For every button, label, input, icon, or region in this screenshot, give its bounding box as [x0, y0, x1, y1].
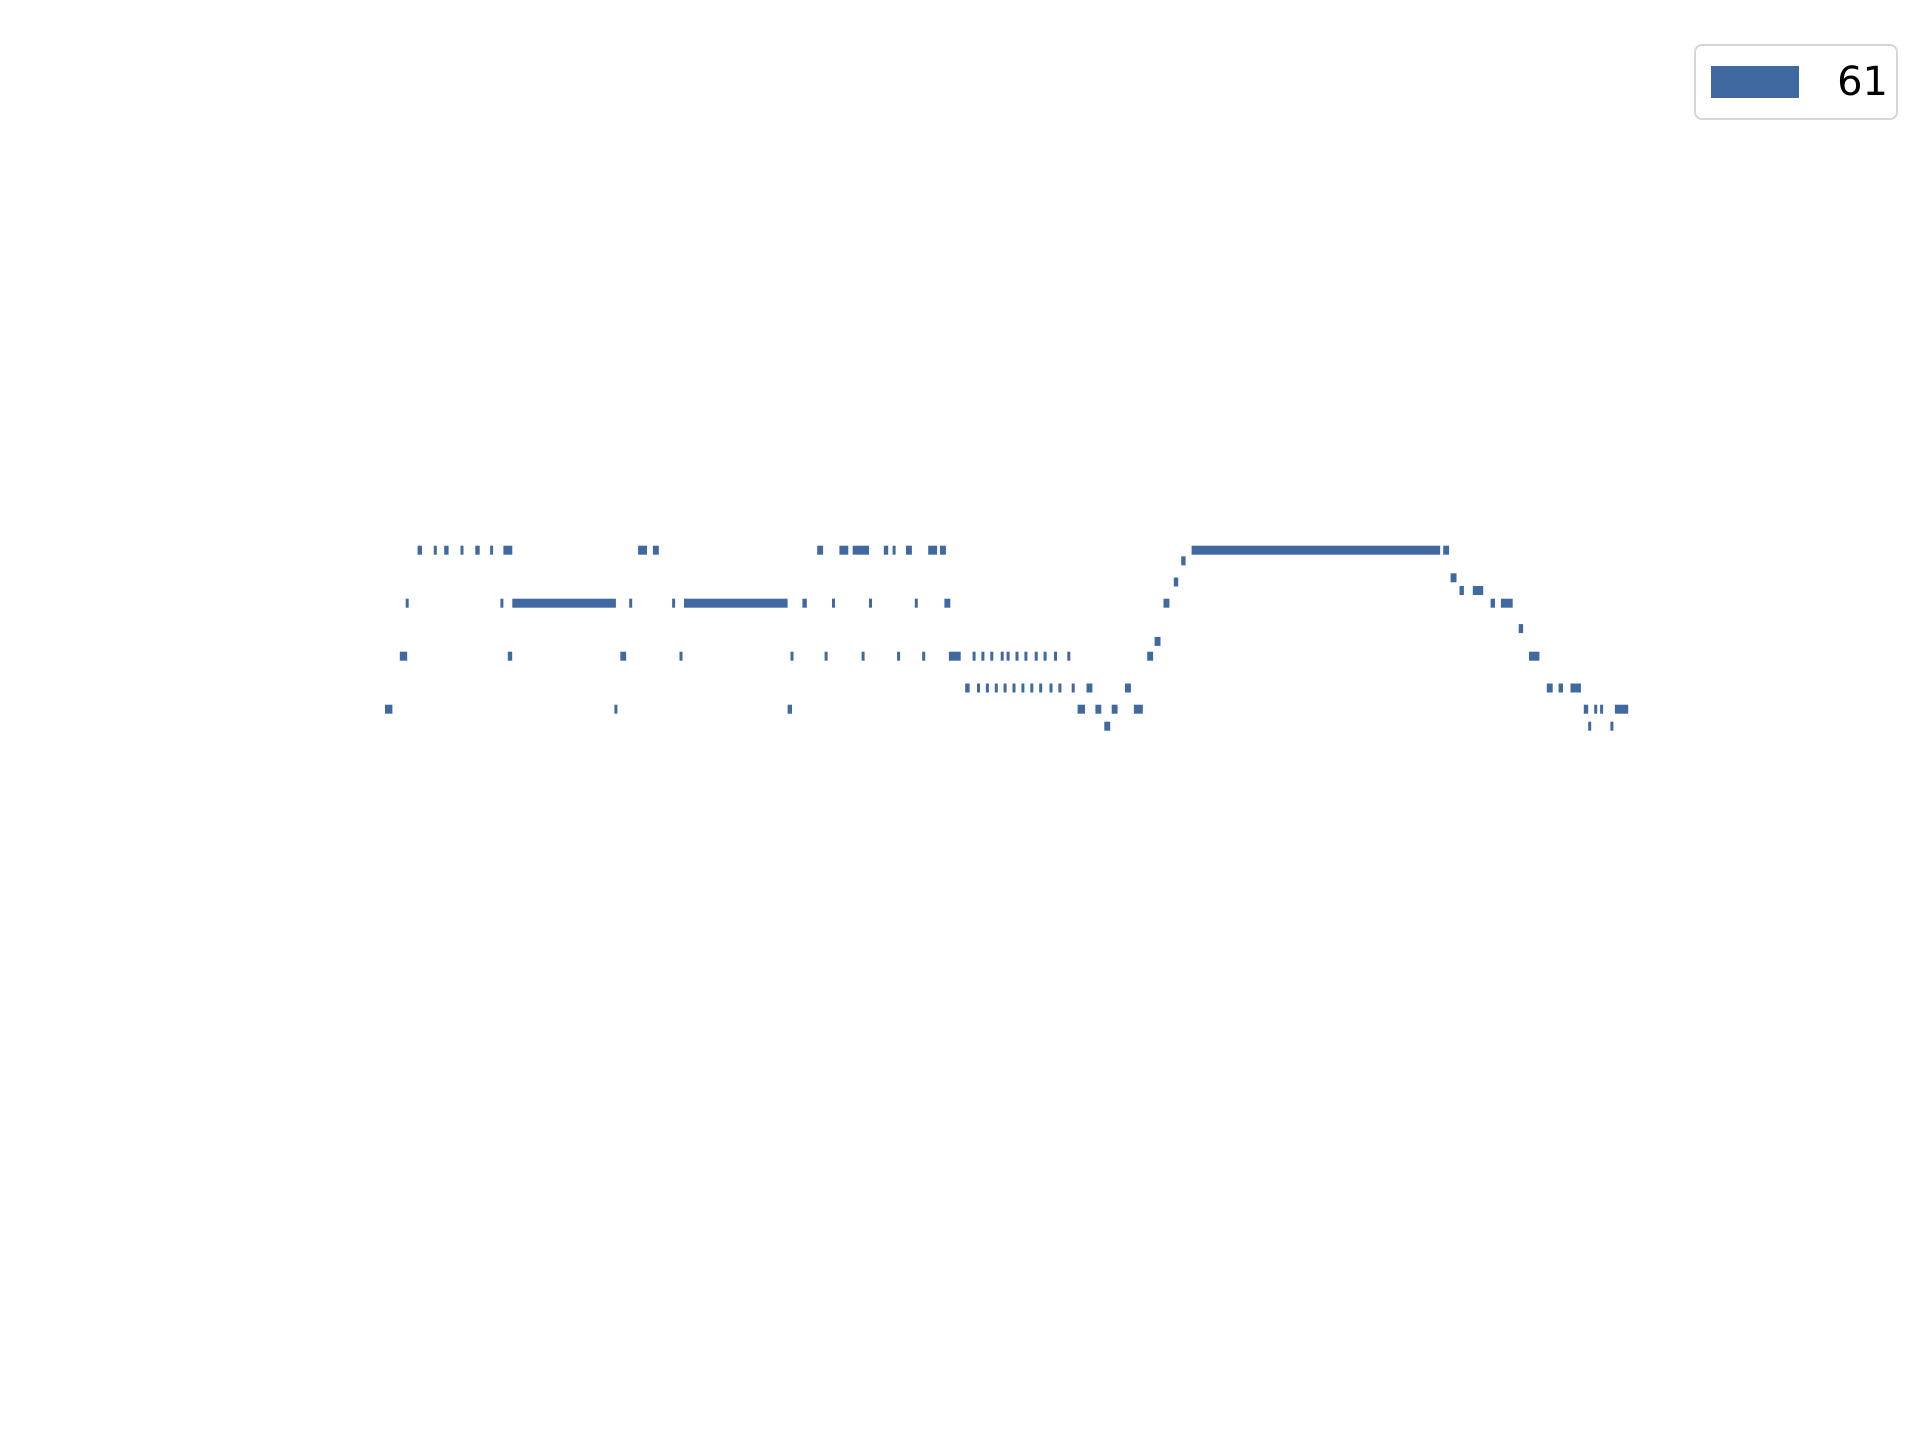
bar-segment-93	[1614, 704, 1629, 714]
bar-segment-55	[1030, 683, 1034, 693]
bar-segment-59	[1049, 683, 1053, 693]
bar-segment-57	[1039, 683, 1043, 693]
bar-segment-9	[503, 545, 513, 555]
bar-segment-73	[1163, 598, 1170, 608]
bar-segment-52	[1015, 651, 1019, 661]
bar-segment-71	[1147, 651, 1154, 661]
bar-segment-24	[817, 545, 824, 555]
bar-segment-64	[1077, 704, 1085, 714]
bar-segment-67	[1104, 721, 1111, 731]
bar-segment-50	[1006, 651, 1010, 661]
bar-segment-66	[1095, 704, 1102, 714]
bar-segment-21	[787, 704, 792, 714]
bar-segment-13	[614, 704, 618, 714]
bar-segment-44	[981, 651, 985, 661]
bar-segment-27	[839, 545, 849, 555]
bar-segment-42	[972, 651, 976, 661]
bar-segment-30	[869, 598, 872, 608]
bar-segment-75	[1181, 556, 1186, 566]
bar-segment-83	[1518, 624, 1524, 634]
bar-segment-20	[684, 598, 788, 608]
bar-segment-25	[824, 651, 828, 661]
bar-segment-70	[1133, 704, 1143, 714]
bar-segment-38	[940, 545, 946, 555]
bar-segment-76	[1191, 545, 1441, 555]
bar-segment-61	[1058, 683, 1062, 693]
bar-segment-23	[802, 598, 807, 608]
bar-segment-54	[1024, 651, 1028, 661]
bar-segment-88	[1583, 704, 1589, 714]
bar-segment-85	[1546, 683, 1553, 693]
bar-segment-0	[385, 704, 393, 714]
bar-segment-37	[928, 545, 938, 555]
bar-segment-77	[1443, 545, 1450, 555]
bar-segment-56	[1034, 651, 1038, 661]
bar-segment-4	[433, 545, 437, 555]
bar-segment-90	[1594, 704, 1598, 714]
bar-segment-92	[1610, 721, 1614, 731]
bar-segment-69	[1125, 683, 1131, 693]
bar-segment-41	[965, 683, 970, 693]
bar-segment-36	[922, 651, 926, 661]
bar-segment-10	[500, 598, 504, 608]
bar-segment-40	[948, 651, 961, 661]
bar-segment-18	[672, 598, 676, 608]
bar-segment-72	[1154, 636, 1161, 646]
bar-segment-46	[990, 651, 994, 661]
chart-marks	[385, 545, 1629, 731]
bar-segment-82	[1500, 598, 1513, 608]
bar-segment-78	[1450, 573, 1457, 583]
bar-segment-74	[1173, 577, 1179, 587]
bar-segment-22	[790, 651, 794, 661]
bar-segment-63	[1071, 683, 1075, 693]
bar-segment-49	[1003, 683, 1007, 693]
legend-swatch	[1711, 66, 1799, 98]
bar-segment-80	[1472, 586, 1484, 595]
bar-segment-43	[977, 683, 980, 693]
bar-segment-79	[1459, 586, 1464, 595]
bar-segment-51	[1012, 683, 1016, 693]
bar-segment-60	[1054, 651, 1057, 661]
bar-segment-29	[861, 651, 865, 661]
bar-segment-65	[1086, 683, 1093, 693]
bar-segment-26	[832, 598, 835, 608]
bar-segment-62	[1067, 651, 1071, 661]
bar-segment-15	[629, 598, 633, 608]
bar-segment-12	[512, 598, 616, 608]
bar-segment-28	[852, 545, 869, 555]
bar-segment-17	[652, 545, 659, 555]
bar-segment-7	[475, 545, 480, 555]
bar-segment-81	[1490, 598, 1495, 608]
bar-segment-53	[1021, 683, 1025, 693]
bar-segment-1	[399, 651, 408, 661]
bar-segment-19	[679, 651, 683, 661]
bar-segment-33	[897, 651, 901, 661]
bar-segment-32	[892, 545, 896, 555]
bar-segment-58	[1043, 651, 1047, 661]
bar-segment-11	[507, 651, 513, 661]
bar-segment-68	[1111, 704, 1118, 714]
bar-segment-39	[944, 598, 951, 608]
legend-label: 61	[1837, 59, 1888, 105]
legend: 61	[1694, 44, 1898, 120]
bar-segment-6	[460, 545, 464, 555]
bar-segment-8	[490, 545, 494, 555]
bar-segment-89	[1588, 721, 1592, 731]
bar-segment-48	[1000, 651, 1004, 661]
bar-segment-84	[1529, 651, 1540, 661]
bar-segment-14	[620, 651, 627, 661]
bar-segment-86	[1558, 683, 1563, 693]
bar-segment-31	[883, 545, 889, 555]
bar-segment-87	[1570, 683, 1581, 693]
bar-segment-47	[994, 683, 998, 693]
bar-segment-34	[906, 545, 912, 555]
bar-segment-45	[985, 683, 989, 693]
bar-segment-91	[1600, 704, 1604, 714]
bar-segment-2	[405, 598, 409, 608]
bar-segment-35	[914, 598, 918, 608]
bar-segment-16	[638, 545, 647, 555]
bar-segment-5	[444, 545, 449, 555]
bar-segment-3	[417, 545, 422, 555]
